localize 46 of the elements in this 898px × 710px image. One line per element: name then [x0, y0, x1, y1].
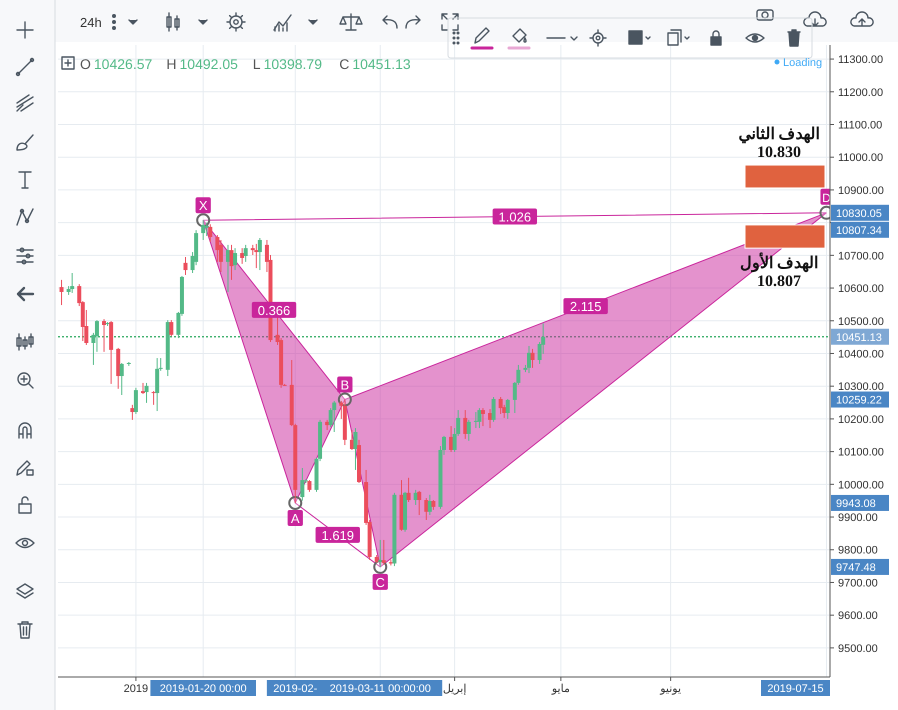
- y-tick-label: 11100.00: [838, 119, 882, 132]
- x-tick-label: 2019-01-20 00:00: [160, 683, 247, 695]
- text: 9747.48: [836, 562, 876, 574]
- y-tick-label: 9800.00: [838, 544, 878, 557]
- annotation: A: [290, 510, 300, 526]
- y-tick-label: 9500.00: [838, 642, 878, 655]
- y-tick-label: 11200.00: [838, 86, 884, 99]
- annotation: C: [376, 574, 385, 590]
- y-tick-label: 9900.00: [838, 512, 878, 524]
- text: 9943.08: [836, 498, 876, 510]
- text: 24h: [80, 15, 102, 30]
- x-tick-label: 2019-02-: [273, 683, 318, 695]
- y-tick-label: 10900.00: [838, 184, 884, 197]
- annotation: C 10451.13: [339, 56, 411, 72]
- y-tick-label: 10400.00: [838, 348, 884, 360]
- y-tick-label: 10200.00: [838, 414, 884, 426]
- y-tick-label: 9600.00: [838, 610, 878, 622]
- annotation: O 10426.57: [80, 56, 152, 72]
- y-tick-label: 10100.00: [838, 446, 884, 459]
- x-tick-label: 2019: [124, 683, 148, 695]
- annotation: 2.115: [570, 299, 602, 314]
- y-tick-label: 11300.00: [838, 54, 884, 66]
- y-tick-label: 10000.00: [838, 479, 884, 492]
- annotation: 0.366: [258, 302, 290, 318]
- y-tick-label: 10700.00: [838, 250, 884, 262]
- annotation: Loading: [783, 57, 822, 69]
- y-tick-label: 10600.00: [838, 283, 884, 296]
- text: 10830.05: [836, 208, 882, 220]
- y-tick-label: 11000.00: [838, 152, 884, 164]
- x-tick-label: 2019-07-15: [767, 683, 824, 695]
- annotation: 1.619: [321, 528, 354, 543]
- text: 10259.22: [836, 394, 882, 407]
- y-tick-label: 10500.00: [838, 316, 884, 328]
- annotation: B: [340, 378, 350, 393]
- x-tick-label: مايو: [550, 683, 570, 695]
- x-tick-label: 2019-03-11 00:00:00: [330, 683, 431, 695]
- annotation: 1.026: [498, 210, 532, 225]
- annotation: H 10492.05: [166, 56, 238, 72]
- annotation: X: [198, 198, 208, 214]
- x-tick-label: يونيو: [659, 683, 682, 695]
- ref-line-label: 10451.13: [836, 332, 882, 344]
- text: 10807.34: [836, 224, 882, 237]
- y-tick-label: 10300.00: [838, 381, 884, 394]
- x-tick-label: إبريل: [442, 683, 466, 695]
- annotation: L 10398.79: [252, 56, 322, 72]
- y-tick-label: 9700.00: [838, 577, 878, 590]
